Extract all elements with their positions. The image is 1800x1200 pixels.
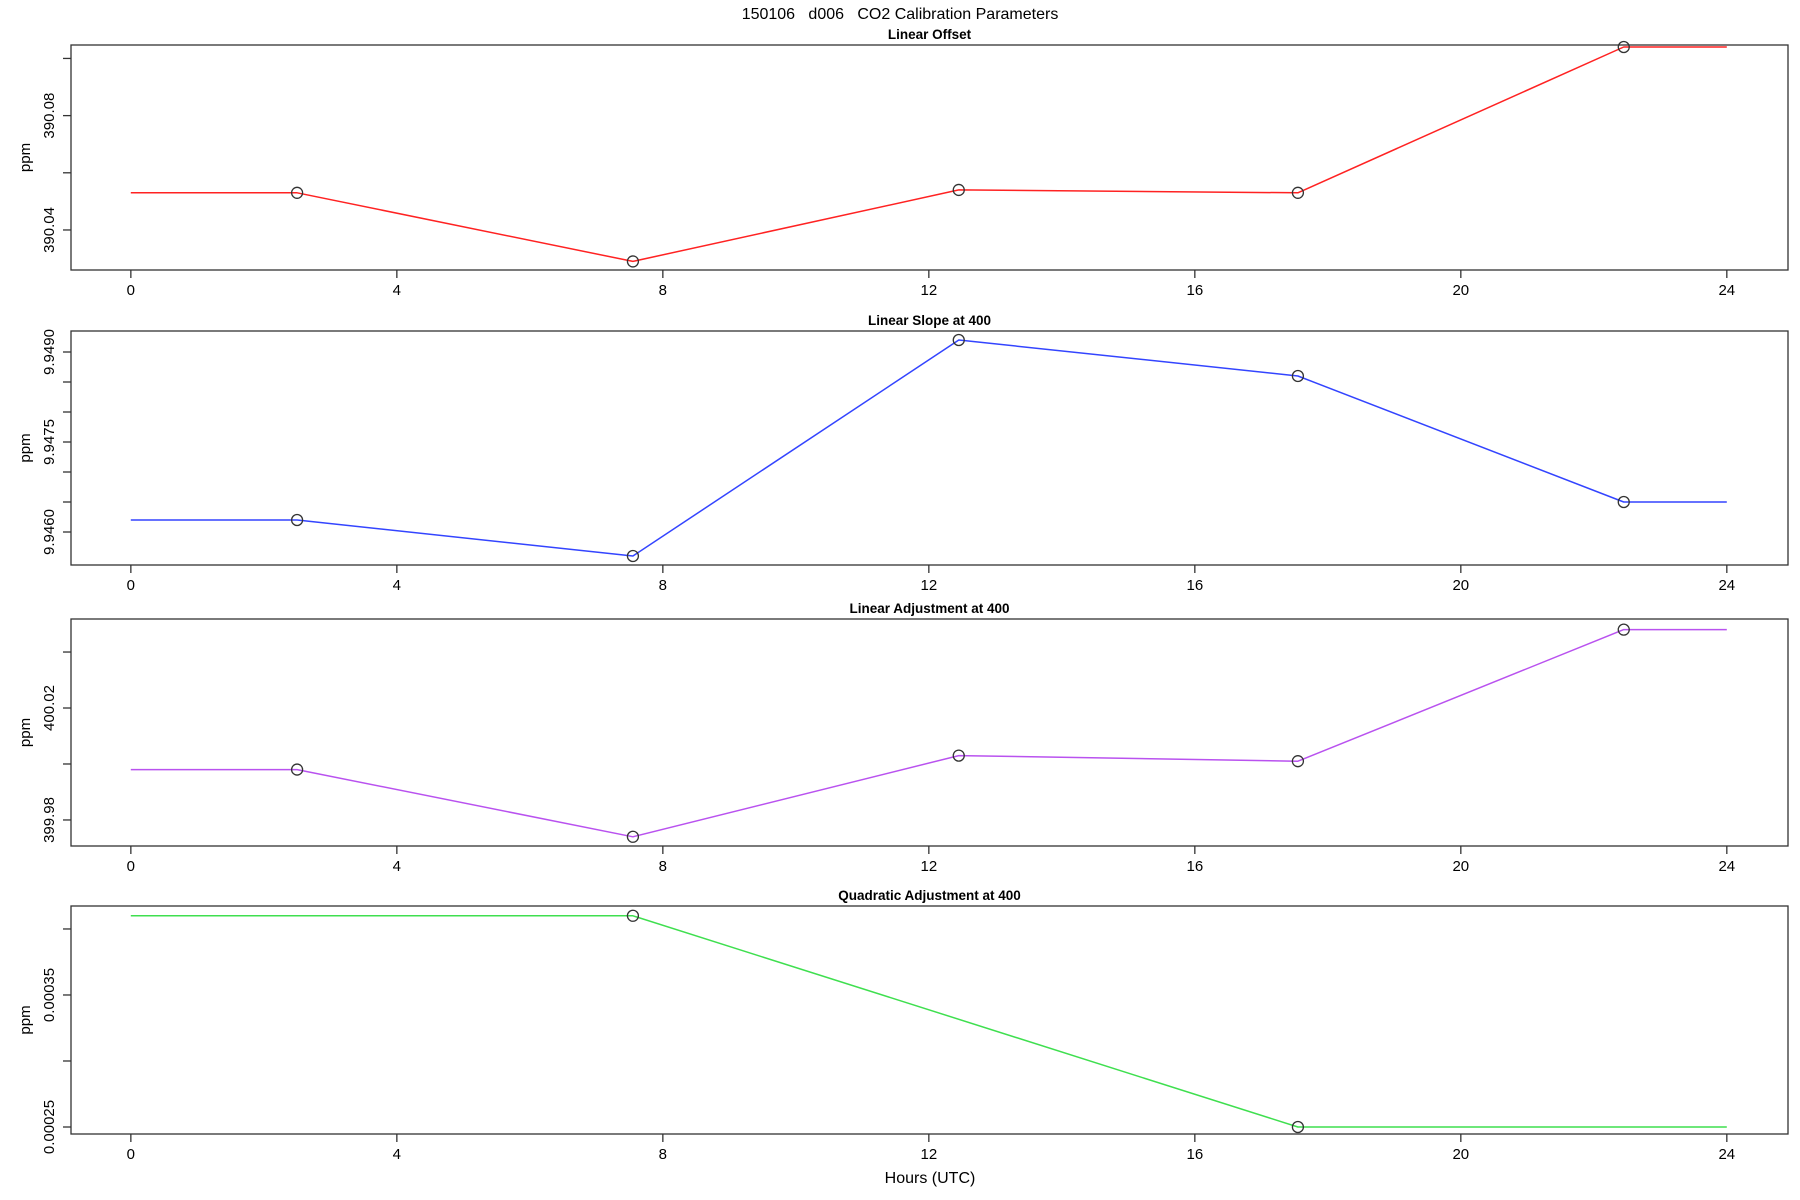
y-tick-label: 400.02 xyxy=(41,685,58,731)
x-tick-label: 24 xyxy=(1718,1146,1735,1163)
data-point xyxy=(626,549,640,563)
x-tick-label: 12 xyxy=(920,858,937,875)
x-tick-label: 12 xyxy=(920,1146,937,1163)
y-tick-label: 399.98 xyxy=(41,797,58,843)
y-axis-label: ppm xyxy=(17,433,34,462)
x-tick-label: 8 xyxy=(659,858,667,875)
x-tick-label: 16 xyxy=(1186,282,1203,299)
y-tick-label: 0.00035 xyxy=(41,968,58,1022)
plot-box xyxy=(70,330,1789,566)
x-tick-label: 0 xyxy=(127,577,135,594)
plot-box xyxy=(70,905,1789,1135)
data-point xyxy=(952,333,965,347)
y-tick-label: 9.9490 xyxy=(41,329,58,375)
x-tick-label: 16 xyxy=(1186,858,1203,875)
data-point xyxy=(1291,369,1305,383)
y-tick-label: 390.08 xyxy=(41,93,58,139)
data-point xyxy=(952,749,965,762)
x-tick-label: 0 xyxy=(127,858,135,875)
x-tick-label: 8 xyxy=(659,282,667,299)
data-point xyxy=(1291,186,1305,199)
data-point xyxy=(1291,755,1305,768)
data-point xyxy=(290,513,304,527)
panel-linear-slope-at-400: Linear Slope at 400 ppm 9.9460 9.9475 9.9490… xyxy=(17,313,1789,594)
panel-quadratic-adjustment-at-400: Quadratic Adjustment at 400 ppm 0.00025 0.0… xyxy=(17,888,1789,1163)
x-tick-label: 16 xyxy=(1186,577,1203,594)
x-tick-label: 20 xyxy=(1452,282,1469,299)
x-tick-label: 24 xyxy=(1718,282,1735,299)
x-tick-label: 0 xyxy=(127,1146,135,1163)
y-axis-label: ppm xyxy=(17,143,34,172)
series-line xyxy=(130,915,1727,1128)
y-tick-label: 9.9460 xyxy=(41,509,58,555)
data-point xyxy=(1617,623,1630,636)
panel-linear-adjustment-at-400: Linear Adjustment at 400 ppm 399.98 400.02 0… xyxy=(17,601,1789,875)
panel-title: Linear Adjustment at 400 xyxy=(849,601,1009,616)
panel-linear-offset: Linear Offset ppm 390.04 390.08 0 4 8 12 16 20 24 xyxy=(17,27,1789,299)
x-tick-label: 0 xyxy=(127,282,135,299)
panel-title: Linear Slope at 400 xyxy=(868,313,991,328)
x-tick-label: 12 xyxy=(920,282,937,299)
data-point xyxy=(626,255,640,268)
x-tick-label: 24 xyxy=(1718,577,1735,594)
y-tick-label: 9.9475 xyxy=(41,419,58,465)
panel-title: Quadratic Adjustment at 400 xyxy=(838,888,1021,903)
series-line xyxy=(130,46,1727,263)
y-tick-label: 0.00025 xyxy=(41,1100,58,1154)
data-point xyxy=(1291,1120,1305,1134)
y-axis-label: ppm xyxy=(17,1005,34,1034)
x-tick-label: 16 xyxy=(1186,1146,1203,1163)
data-point xyxy=(1617,495,1630,509)
x-tick-label: 20 xyxy=(1452,1146,1469,1163)
data-point xyxy=(290,186,304,199)
data-point xyxy=(1617,40,1630,54)
x-tick-label: 20 xyxy=(1452,858,1469,875)
x-tick-label: 8 xyxy=(659,577,667,594)
panel-title: Linear Offset xyxy=(888,27,972,42)
series-line xyxy=(130,339,1727,557)
x-tick-label: 24 xyxy=(1718,858,1735,875)
x-tick-label: 4 xyxy=(393,858,401,875)
y-tick-label: 390.04 xyxy=(41,207,58,253)
data-point xyxy=(952,183,965,197)
data-point xyxy=(290,763,304,776)
x-tick-label: 4 xyxy=(393,1146,401,1163)
page-title: 150106 d006 CO2 Calibration Parameters xyxy=(741,6,1059,23)
plot-box xyxy=(70,44,1789,271)
x-axis-title: Hours (UTC) xyxy=(884,1170,976,1187)
x-tick-label: 20 xyxy=(1452,577,1469,594)
y-axis-label: ppm xyxy=(17,718,34,747)
x-tick-label: 4 xyxy=(393,282,401,299)
x-tick-label: 4 xyxy=(393,577,401,594)
plot-box xyxy=(70,618,1789,847)
data-point xyxy=(626,830,640,843)
x-tick-label: 8 xyxy=(659,1146,667,1163)
x-tick-label: 12 xyxy=(920,577,937,594)
series-line xyxy=(130,628,1727,838)
data-point xyxy=(626,909,640,922)
